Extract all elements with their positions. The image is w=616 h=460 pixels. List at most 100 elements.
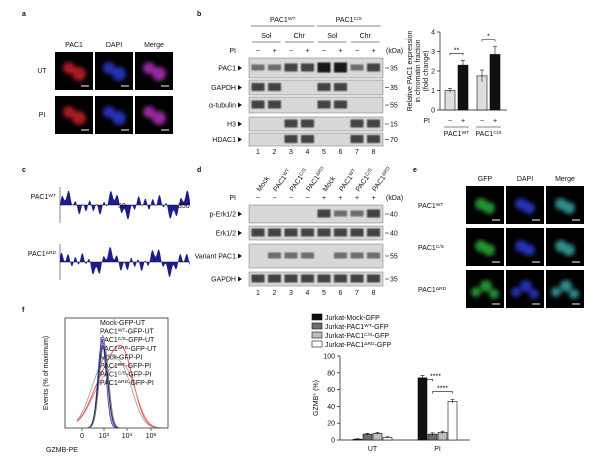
error-bar (430, 432, 435, 436)
pi-sign: + (338, 195, 342, 202)
blot-label: Variant PAC1 (195, 254, 236, 261)
legend-entry: PAC1ΔRD-GFP-PI (100, 379, 154, 388)
legend-entry: PAC1WT-GFP-UT (100, 327, 154, 336)
lane-number: 8 (372, 290, 376, 297)
kda-header: (kDa) (386, 48, 403, 55)
cell (72, 111, 86, 125)
text-part: C/S (436, 244, 445, 250)
column-header: PAC1 (65, 42, 83, 49)
blot-label: p-Erk1/2 (210, 212, 237, 219)
y-tick-label: 4 (431, 30, 435, 37)
text-part: PAC1 (418, 203, 436, 210)
band (334, 274, 347, 283)
error-bar (450, 399, 455, 404)
pi-sign: + (305, 48, 309, 55)
arrow (238, 276, 242, 282)
axis-label: 350 (178, 203, 190, 210)
pi-sign: + (338, 48, 342, 55)
band (367, 135, 380, 143)
significance: **** (430, 373, 441, 380)
cells (63, 62, 86, 81)
blot-label: GAPDH (211, 85, 236, 92)
cells (511, 280, 539, 299)
cell (483, 244, 495, 256)
cell (551, 287, 561, 297)
x-axis-label: GZMB-PE (46, 447, 78, 454)
text-part: PAC1 (100, 372, 118, 379)
x-tick-label: UT (368, 446, 378, 453)
cell (152, 67, 166, 81)
text-part: PAC1 (336, 17, 354, 24)
y-axis-label: (fold change) (423, 51, 430, 92)
mw-label: 55 (390, 254, 398, 261)
band (251, 100, 265, 109)
arrow (238, 121, 242, 127)
cells (515, 198, 535, 214)
band (350, 135, 364, 143)
blot-strip (248, 225, 384, 241)
legend-entry: Jurkat-Mock-GFP (325, 315, 380, 322)
cell (143, 62, 155, 74)
hydropathy-profile (60, 246, 190, 277)
cell (103, 62, 115, 74)
lane-number: 5 (322, 290, 326, 297)
text-part: C/S (298, 166, 308, 177)
x-tick-label: 105 (146, 432, 157, 441)
blot-strip (248, 116, 384, 132)
cell (471, 287, 481, 297)
fraction-header: Chr (360, 33, 372, 40)
y-tick-label: 40 (327, 404, 335, 411)
band (367, 274, 380, 283)
cells (515, 240, 535, 256)
legend-swatch (311, 340, 323, 348)
y-tick-label: 3 (431, 49, 435, 56)
band (284, 274, 298, 283)
bar (362, 433, 373, 441)
legend-swatch (311, 331, 323, 339)
pi-sign: − (355, 48, 359, 55)
text-part: -GFP (372, 324, 389, 331)
error-bar (480, 69, 484, 82)
error-bar (385, 436, 390, 439)
band (268, 274, 281, 283)
cells (555, 240, 575, 256)
cells (475, 198, 495, 214)
blot-label: H3 (227, 122, 236, 129)
bands (251, 274, 380, 283)
band (350, 228, 364, 237)
legend-entry: Jurkat-PAC1C/S-GFP (325, 332, 389, 341)
y-tick-label: 0 (431, 108, 435, 115)
blot-strip (248, 57, 384, 79)
fraction-header: Sol (327, 33, 338, 40)
band (350, 210, 364, 217)
text-part: -GFP-UT (125, 329, 154, 336)
text-part: Jurkat-PAC1 (325, 342, 364, 349)
lane-number: 3 (289, 290, 293, 297)
text-part: WT (436, 202, 444, 208)
band (251, 83, 265, 91)
text-part: WT (118, 327, 126, 333)
text-part: GZMB (313, 395, 320, 416)
x-tick-label: PI (434, 446, 441, 453)
legend-swatch (311, 313, 323, 321)
band (317, 100, 331, 109)
bar (489, 54, 501, 111)
cell (143, 106, 155, 118)
pi-sign: + (272, 48, 276, 55)
blot-label: GAPDH (211, 277, 236, 284)
text-part: Mock-GFP-PI (100, 354, 142, 361)
lane-number: 4 (306, 149, 310, 156)
pi-sign: + (371, 48, 375, 55)
column-header: DAPI (517, 176, 533, 183)
panel-label: c (22, 167, 26, 174)
text-part: 10 (146, 433, 154, 440)
pi-sign: − (322, 48, 326, 55)
error-bar (375, 432, 380, 435)
text-part: -GFP (375, 342, 392, 349)
sig-bracket (481, 39, 496, 42)
y-tick-label: 0 (331, 438, 335, 445)
error-bar (365, 432, 370, 435)
text-part: -GFP (372, 333, 389, 340)
text-part: PAC1 (418, 245, 436, 252)
